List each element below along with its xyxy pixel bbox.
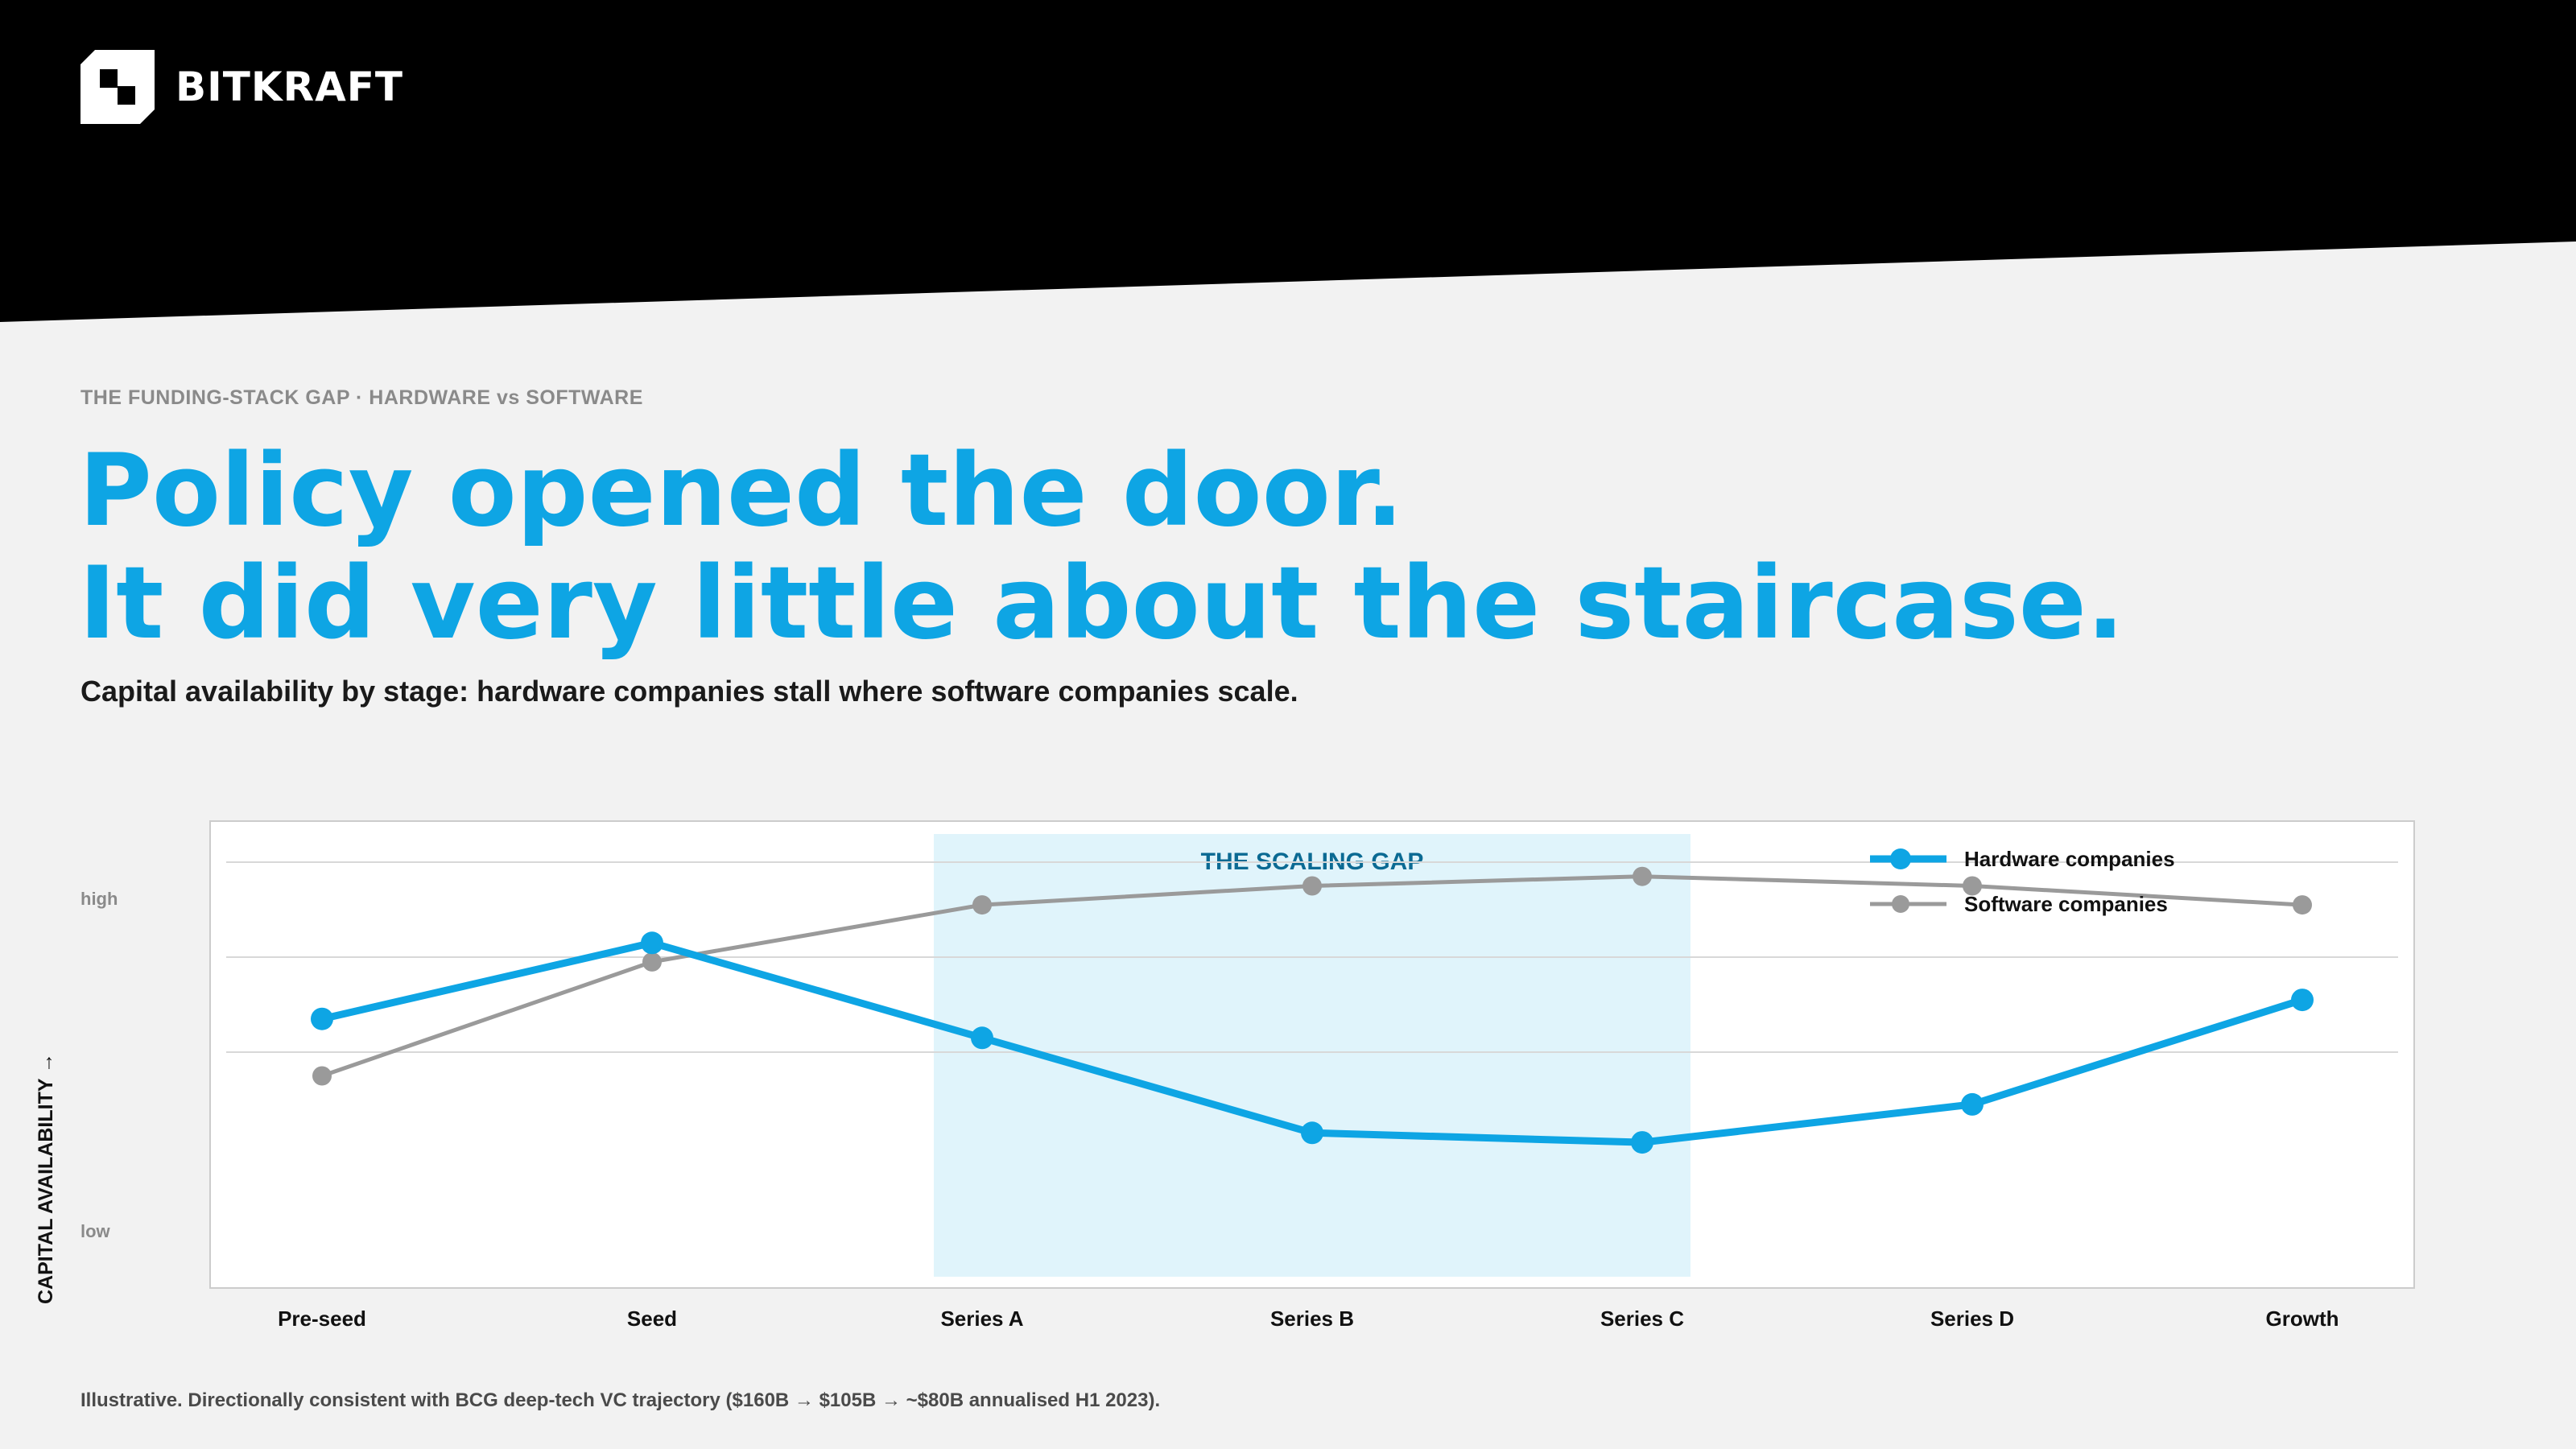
hardware-companies-point (1631, 1131, 1653, 1154)
brand-name: BITKRAFT (175, 64, 404, 110)
headline-line-2: It did very little about the staircase. (79, 546, 2124, 662)
hardware-companies-point (1961, 1092, 1984, 1116)
hardware-companies-point (1301, 1121, 1323, 1145)
y-axis-label: CAPITAL AVAILABILITY → (35, 1053, 57, 1304)
software-companies-point (642, 952, 662, 972)
software-companies-point (2293, 895, 2312, 915)
legend-hardware-companies-swatch-marker (1890, 848, 1911, 869)
legend-software-companies-label: Software companies (1964, 892, 2168, 916)
x-tick-label: Seed (627, 1307, 677, 1331)
y-tick-label-high: high (80, 889, 118, 909)
footnote: Illustrative. Directionally consistent w… (80, 1389, 1161, 1411)
bitkraft-logo-icon (80, 50, 155, 124)
brand: BITKRAFT (80, 50, 403, 124)
y-tick-label-low: low (80, 1221, 111, 1241)
x-tick-label: Series B (1270, 1307, 1354, 1331)
scaling-gap-band (934, 834, 1690, 1277)
x-tick-label: Pre-seed (278, 1307, 366, 1331)
hardware-companies-point (311, 1007, 333, 1030)
legend-hardware-companies-label: Hardware companies (1964, 847, 2175, 871)
subtitle: Capital availability by stage: hardware … (80, 675, 1298, 708)
headline: Policy opened the door. It did very litt… (79, 435, 2124, 660)
software-companies-point (312, 1066, 332, 1086)
headline-line-1: Policy opened the door. (79, 433, 1404, 549)
x-tick-label: Series D (1930, 1307, 2014, 1331)
x-tick-label: Series C (1600, 1307, 1684, 1331)
capital-availability-chart: THE SCALING GAP Hardware companiesSoftwa… (35, 820, 2415, 1331)
header-background (0, 0, 2576, 322)
hardware-companies-point (641, 931, 663, 955)
software-companies-point (1963, 876, 1982, 896)
x-tick-label: Growth (2266, 1307, 2339, 1331)
legend-software-companies-swatch-marker (1892, 895, 1909, 913)
software-companies-point (1302, 876, 1322, 896)
hardware-companies-point (971, 1026, 993, 1050)
header-banner: BITKRAFT (0, 0, 2576, 322)
software-companies-point (1633, 866, 1652, 886)
software-companies-point (972, 895, 992, 915)
eyebrow: THE FUNDING-STACK GAP · HARDWARE vs SOFT… (80, 386, 643, 409)
hardware-companies-point (2291, 989, 2314, 1012)
x-tick-label: Series A (940, 1307, 1023, 1331)
